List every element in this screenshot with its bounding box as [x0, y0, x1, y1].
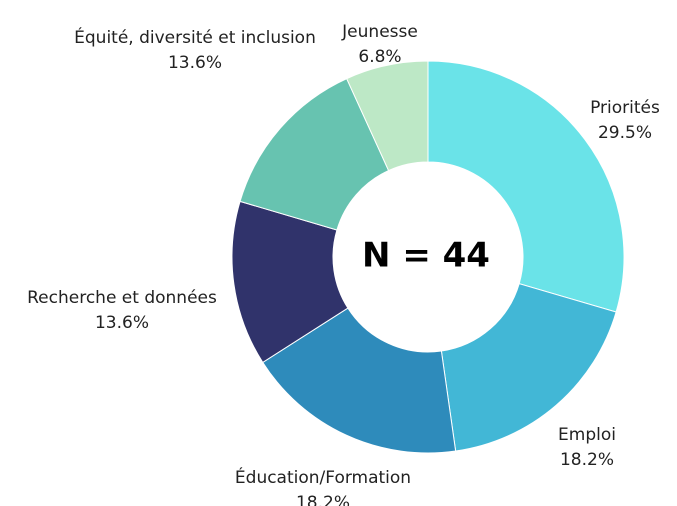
- slice-value: 6.8%: [358, 47, 401, 67]
- slice-value: 29.5%: [598, 123, 652, 143]
- donut-slice: [346, 60, 429, 172]
- slice-value: 13.6%: [95, 313, 149, 333]
- slice-value: 13.6%: [168, 53, 222, 73]
- center-label: N = 44: [362, 236, 490, 276]
- slice-label: Priorités: [590, 98, 660, 118]
- donut-slice: [427, 60, 625, 313]
- donut-slice: [262, 307, 457, 454]
- slice-label: Recherche et données: [27, 288, 217, 308]
- donut-slice: [440, 283, 617, 452]
- slice-label: Équité, diversité et inclusion: [74, 26, 316, 48]
- slice-label: Éducation/Formation: [235, 466, 411, 488]
- slice-value: 18.2%: [560, 450, 614, 470]
- slice-label: Jeunesse: [341, 22, 418, 42]
- slice-value: 18.2%: [296, 493, 350, 506]
- slice-label: Emploi: [558, 425, 616, 445]
